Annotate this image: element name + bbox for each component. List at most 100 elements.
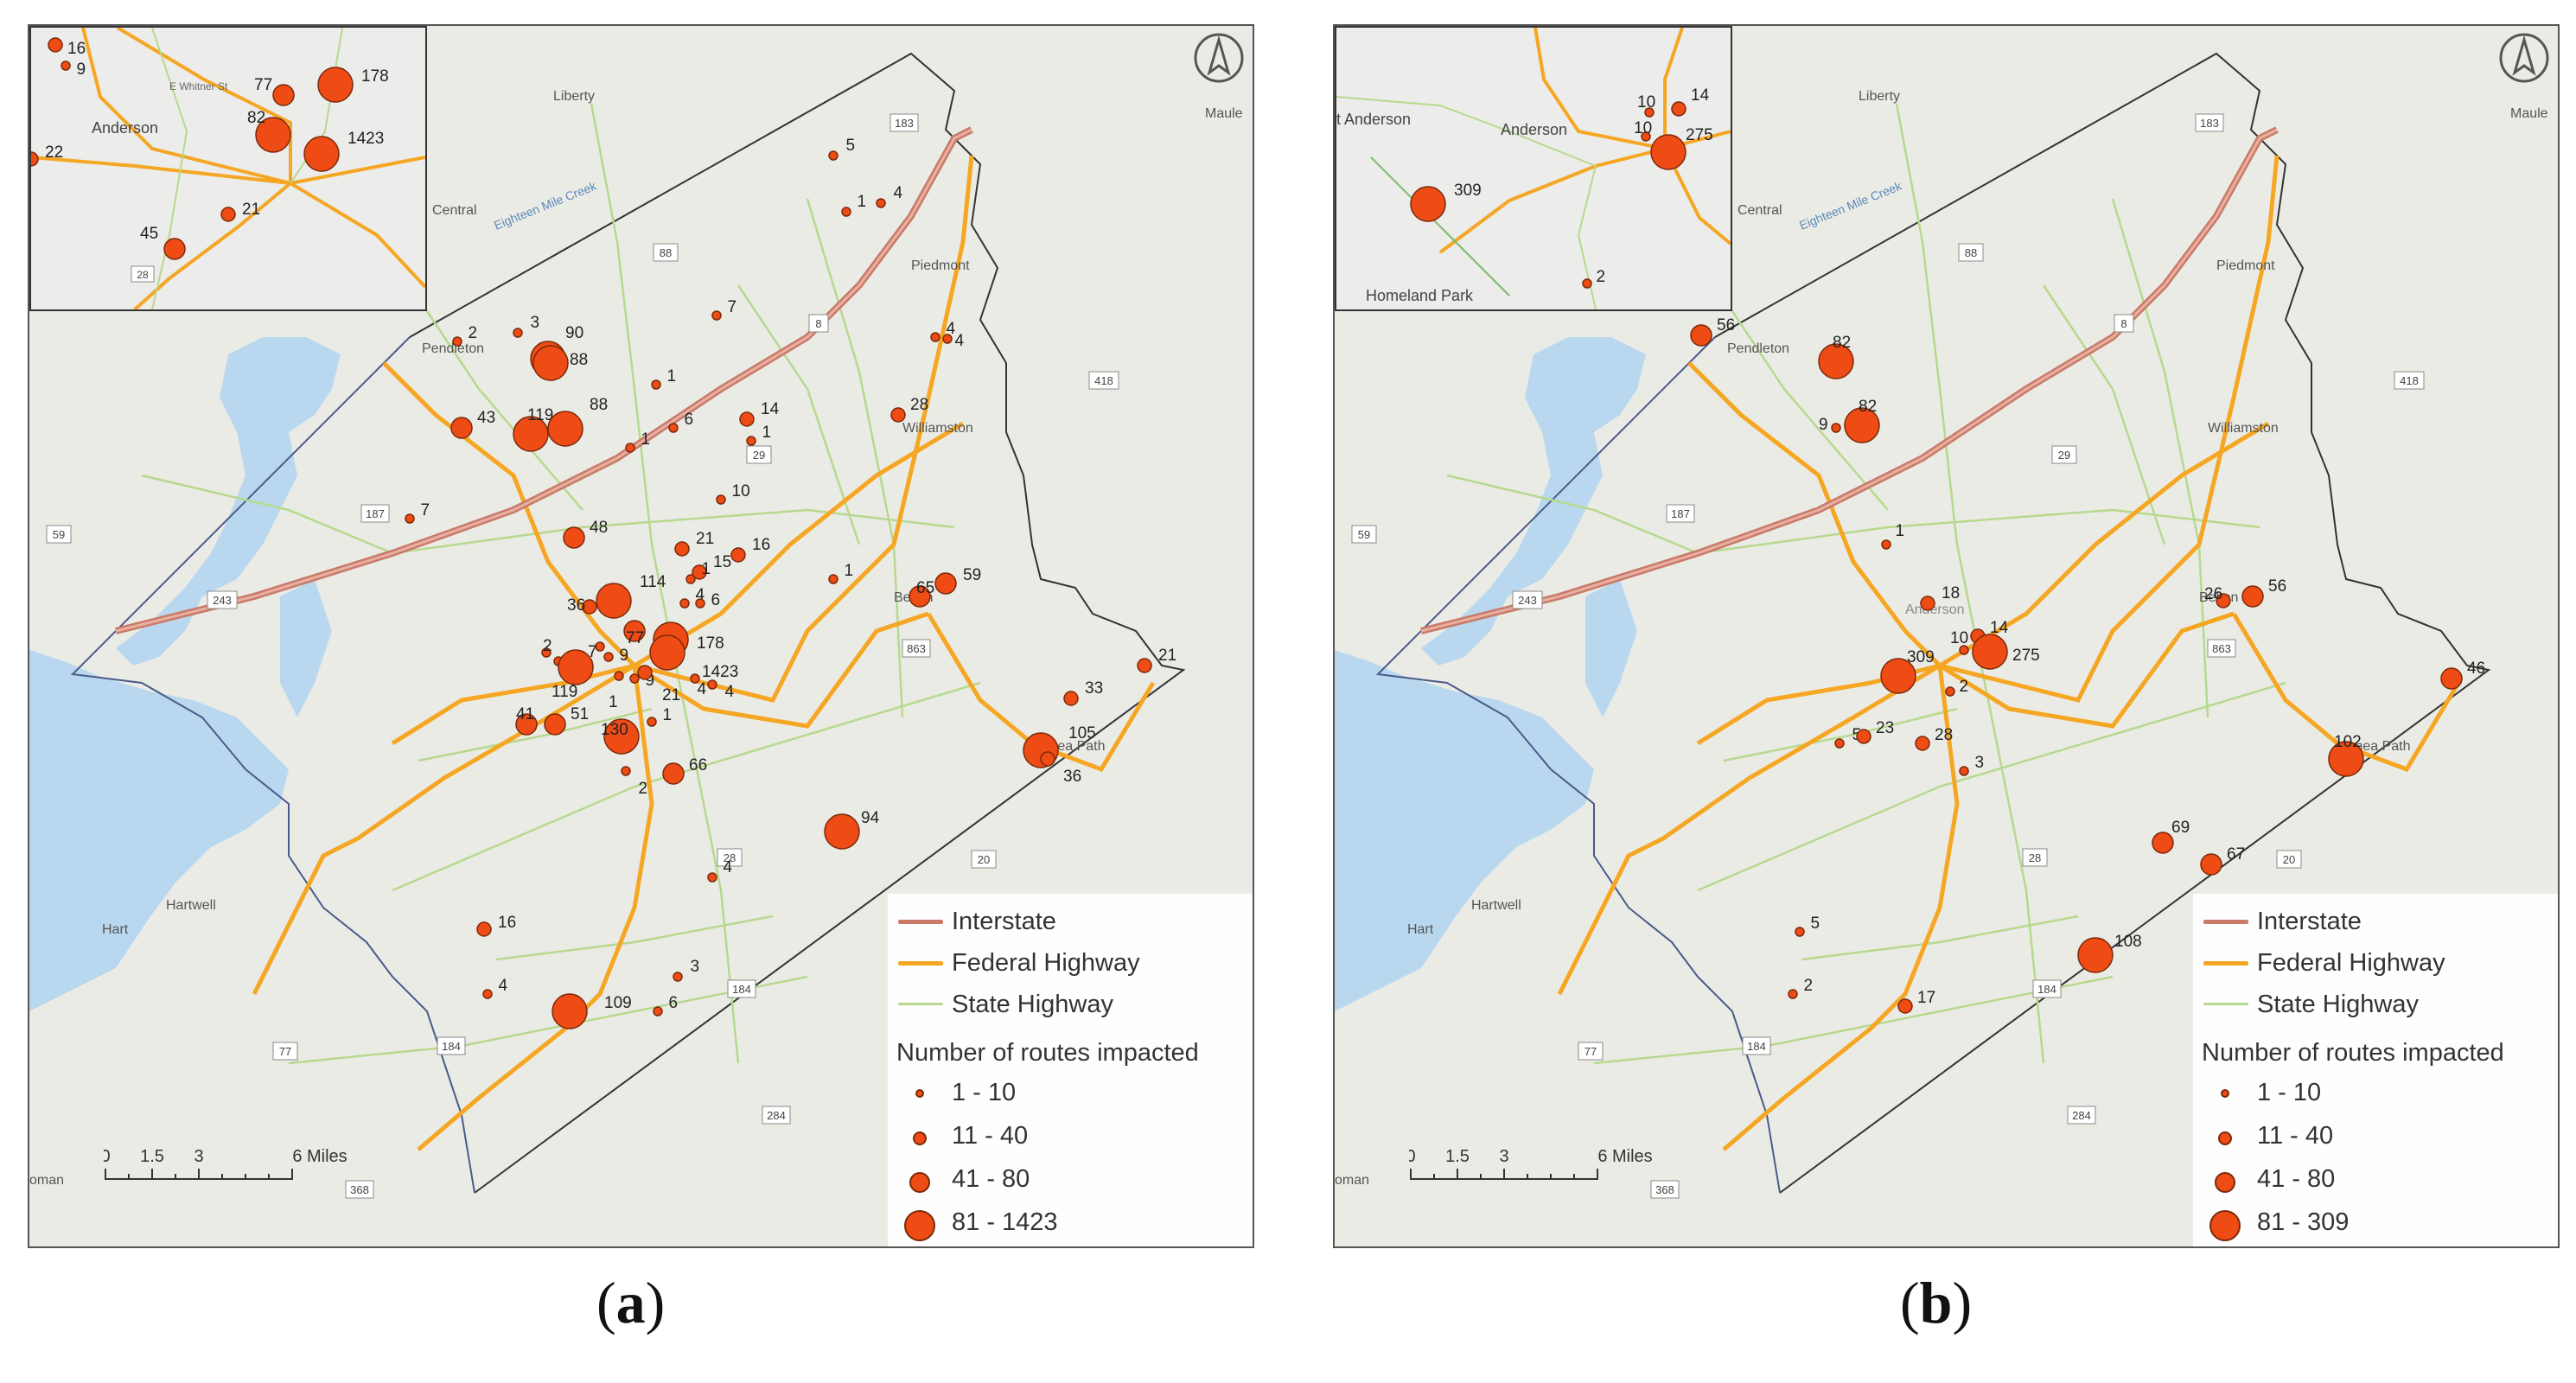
- caption-b: (b): [1900, 1270, 1973, 1335]
- place-hartwell-b: Hartwell: [1471, 898, 1521, 913]
- map-a-point-22: [674, 541, 690, 557]
- map-b-point-label-7: 14: [1990, 619, 2009, 637]
- map-a-point-label-60: 109: [604, 994, 632, 1012]
- inset-a-point-label-5: 1423: [348, 130, 384, 148]
- map-a-point-2: [876, 198, 886, 208]
- inset-a-point-0: [48, 37, 63, 53]
- map-a-point-label-40: 119: [552, 683, 577, 701]
- svg-text:184: 184: [1747, 1040, 1766, 1053]
- route-shields-a: 183 88 8 418 29 187 59 243 863 28 20 184…: [46, 113, 1119, 1199]
- map-b-point-10: [1945, 686, 1955, 697]
- state-highways-a: [141, 103, 981, 1065]
- legend-interstate-label: Interstate: [2257, 908, 2362, 935]
- legend-federal-swatch: [898, 961, 943, 966]
- inset-b-point-label-5: 2: [1597, 268, 1606, 286]
- map-a-point-42: [629, 673, 640, 684]
- map-a-point-5: [452, 336, 462, 347]
- svg-text:284: 284: [2072, 1109, 2091, 1122]
- svg-text:6 Miles: 6 Miles: [1597, 1147, 1652, 1166]
- place-pendleton-b: Pendleton: [1727, 341, 1789, 356]
- place-hart-b: Hart: [1407, 922, 1434, 937]
- legend-class-2: 11 - 40: [2257, 1122, 2334, 1150]
- svg-text:3: 3: [1499, 1147, 1508, 1166]
- legend-size-4: [904, 1210, 935, 1241]
- inset-b-point-label-1: 14: [1691, 86, 1710, 105]
- map-a-point-9: [450, 417, 473, 439]
- map-b-point-8: [1972, 634, 2008, 670]
- map-b-point-21: [2077, 937, 2114, 973]
- map-a-point-label-25: 1: [702, 560, 711, 578]
- route-shields-b: 183 88 8 418 29 187 59 243 863 28 20 184…: [1351, 113, 2425, 1199]
- svg-text:187: 187: [1671, 507, 1690, 520]
- legend-class-1: 1 - 10: [952, 1079, 1017, 1106]
- map-a-point-label-30: 77: [626, 629, 644, 647]
- map-b-point-22: [1795, 927, 1805, 937]
- map-a-point-57: [707, 872, 717, 883]
- svg-text:28: 28: [724, 851, 736, 864]
- creek-eighteen-mile-b: Eighteen Mile Creek: [1797, 178, 1904, 232]
- map-a-point-label-8: 1: [667, 367, 677, 386]
- legend-interstate-swatch: [2203, 920, 2248, 924]
- legend-size-4: [2209, 1210, 2241, 1241]
- lake-hartwell-north: [116, 337, 341, 666]
- map-a-point-18: [930, 332, 940, 342]
- svg-text:59: 59: [1358, 528, 1370, 541]
- lake-hartwell-b: [1335, 650, 1594, 1011]
- map-a-point-label-15: 1: [762, 424, 772, 442]
- legend-class-3: 41 - 80: [952, 1165, 1030, 1193]
- svg-text:243: 243: [1518, 594, 1537, 607]
- inset-a-point-label-3: 178: [361, 67, 389, 86]
- map-a-point-47: [544, 713, 566, 736]
- map-a-point-34: [649, 634, 685, 671]
- map-a-point-label-6: 90: [565, 324, 583, 342]
- place-williamston: Williamston: [902, 421, 973, 436]
- legend-size-2: [2218, 1131, 2232, 1145]
- place-liberty-b: Liberty: [1859, 89, 1900, 104]
- svg-text:418: 418: [2400, 374, 2419, 387]
- map-b-point-label-19: 69: [2171, 819, 2190, 837]
- map-a-point-49: [647, 717, 657, 727]
- north-arrow-icon: [2499, 33, 2549, 83]
- map-a-point-label-14: 14: [761, 400, 780, 418]
- map-a-point-label-27: 36: [567, 596, 585, 615]
- map-a-point-29: [695, 598, 705, 609]
- map-a-point-59: [482, 989, 493, 999]
- map-a-point-label-5: 2: [469, 324, 478, 342]
- svg-text:88: 88: [1965, 246, 1977, 259]
- inset-a-point-6: [31, 151, 39, 167]
- map-a-point-label-43: 21: [662, 686, 680, 704]
- legend-state-label: State Highway: [952, 991, 1113, 1018]
- inset-a-point-label-4: 82: [247, 109, 265, 127]
- interstate-i85-b-inner: [1420, 128, 2278, 633]
- place-piedmont-b: Piedmont: [2216, 258, 2275, 273]
- map-a-point-10: [513, 416, 549, 452]
- map-a-point-label-41: 1: [609, 693, 618, 711]
- legend-federal-label: Federal Highway: [952, 949, 1140, 977]
- map-a-point-35: [828, 574, 838, 584]
- place-pendleton: Pendleton: [422, 341, 484, 356]
- map-a-point-label-17: 28: [910, 396, 928, 414]
- svg-text:20: 20: [2283, 853, 2295, 866]
- map-a-point-label-19: 4: [955, 332, 965, 350]
- inset-b-point-2: [1641, 131, 1651, 142]
- map-a-point-32: [603, 652, 614, 662]
- map-a-point-62: [653, 1006, 663, 1017]
- map-a-point-label-37: 59: [963, 566, 981, 584]
- svg-text:1.5: 1.5: [140, 1147, 164, 1166]
- map-a-point-23: [730, 547, 746, 563]
- map-a-point-label-47: 51: [571, 705, 589, 723]
- map-a-point-label-44: 4: [698, 680, 707, 698]
- inset-street-whitner: E Whitner St: [169, 80, 228, 92]
- inset-a-point-2: [272, 84, 295, 106]
- map-b-point-label-0: 56: [1717, 316, 1735, 335]
- map-a-point-24: [692, 564, 707, 580]
- map-a-point-label-4: 3: [531, 314, 540, 332]
- legend-size-1: [915, 1089, 924, 1098]
- svg-text:243: 243: [213, 594, 232, 607]
- svg-text:1.5: 1.5: [1445, 1147, 1470, 1166]
- map-a-point-label-28: 4: [696, 586, 705, 604]
- map-canvas-a: Liberty Central Pendleton Piedmont Willi…: [29, 52, 1243, 1199]
- map-b-point-label-14: 3: [1975, 754, 1985, 772]
- inset-map-a: Anderson E Whitner St 28 16 9 77 178 82 1423 2…: [29, 26, 427, 311]
